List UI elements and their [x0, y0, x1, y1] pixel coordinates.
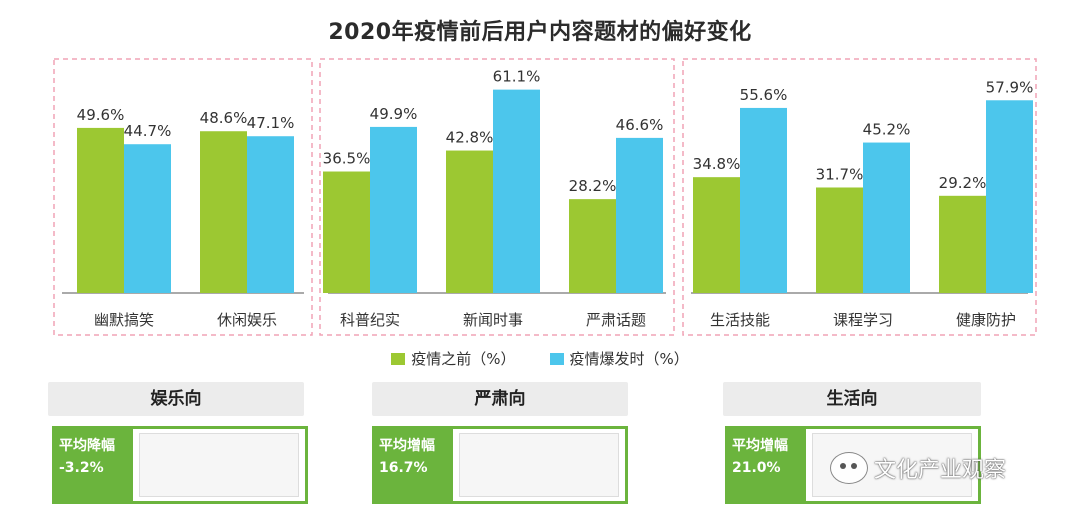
- stat-panel-life: 平均增幅 21.0%: [728, 429, 806, 501]
- screenshot-thumbnail-life: [812, 433, 972, 497]
- data-label-during-5: 55.6%: [740, 86, 788, 104]
- group-body-life: 平均增幅 21.0%: [725, 426, 981, 504]
- stat-panel-serious: 平均增幅 16.7%: [375, 429, 453, 501]
- stat-value-serious: 16.7%: [379, 460, 428, 476]
- legend-item-during: 疫情爆发时（%）: [549, 348, 689, 369]
- data-label-before-0: 49.6%: [77, 106, 125, 124]
- bar-before-1: [200, 131, 247, 293]
- data-label-before-6: 31.7%: [816, 165, 864, 183]
- screenshot-thumbnail-entertainment: [139, 433, 299, 497]
- bar-during-1: [247, 136, 294, 293]
- bar-during-2: [370, 126, 417, 293]
- legend-item-before: 疫情之前（%）: [391, 348, 516, 369]
- group-head-serious: 严肃向: [372, 382, 628, 416]
- data-label-before-3: 42.8%: [446, 129, 494, 147]
- legend-swatch-during: [549, 352, 564, 365]
- chart-title: 2020年疫情前后用户内容题材的偏好变化: [328, 20, 752, 45]
- group-head-life: 生活向: [723, 382, 981, 416]
- group-body-entertainment: 平均降幅 -3.2%: [52, 426, 308, 504]
- category-label-1: 休闲娱乐: [217, 311, 277, 329]
- stat-label-serious: 平均增幅: [379, 438, 435, 454]
- stat-panel-entertainment: 平均降幅 -3.2%: [55, 429, 133, 501]
- legend-label-during: 疫情爆发时（%）: [569, 350, 689, 368]
- data-label-before-7: 29.2%: [939, 174, 987, 192]
- bar-during-3: [493, 89, 540, 293]
- panel-frame-2: [682, 58, 1037, 336]
- watermark: 文化产业观察: [830, 452, 1006, 484]
- group-head-entertainment: 娱乐向: [48, 382, 304, 416]
- bar-before-0: [77, 127, 124, 293]
- stat-label-entertainment: 平均降幅: [59, 438, 115, 454]
- stat-value-life: 21.0%: [732, 460, 781, 476]
- screenshot-thumbnail-serious: [459, 433, 619, 497]
- data-label-during-6: 45.2%: [863, 121, 911, 139]
- stat-value-entertainment: -3.2%: [59, 460, 104, 476]
- bar-chart: 49.6%44.7% 幽默搞笑 48.6% 47.1% 休闲娱乐 36.5% 49.9% 科普…: [53, 58, 1037, 336]
- group-entertainment: 娱乐向 平均降幅 -3.2%: [48, 382, 308, 504]
- data-label-before-2: 36.5%: [323, 150, 371, 168]
- category-label-5: 生活技能: [710, 311, 770, 329]
- data-label-during-1: 47.1%: [247, 114, 295, 132]
- stat-label-life: 平均增幅: [732, 438, 788, 454]
- bar-before-3: [446, 150, 493, 293]
- bar-during-6: [863, 142, 910, 293]
- data-label-during-7: 57.9%: [986, 78, 1034, 96]
- bar-during-7: [986, 100, 1033, 293]
- data-label-during-4: 46.6%: [616, 116, 664, 134]
- category-label-6: 课程学习: [833, 311, 893, 329]
- panel-frame-0: [53, 58, 313, 336]
- wechat-icon: [830, 452, 868, 484]
- bar-before-4: [569, 199, 616, 293]
- category-label-7: 健康防护: [956, 311, 1016, 329]
- data-label-before-5: 34.8%: [693, 155, 741, 173]
- category-label-4: 严肃话题: [586, 311, 646, 329]
- bar-during-0: [124, 144, 171, 293]
- category-label-0: 幽默搞笑: [94, 311, 154, 329]
- bar-during-5: [740, 107, 787, 293]
- legend-label-before: 疫情之前（%）: [411, 350, 516, 368]
- bar-before-7: [939, 195, 986, 293]
- group-serious: 严肃向 平均增幅 16.7%: [372, 382, 628, 504]
- category-label-3: 新闻时事: [463, 311, 523, 329]
- bar-before-2: [323, 171, 370, 293]
- category-label-2: 科普纪实: [340, 311, 400, 329]
- group-body-serious: 平均增幅 16.7%: [372, 426, 628, 504]
- data-label-during-2: 49.9%: [370, 105, 418, 123]
- watermark-text: 文化产业观察: [874, 458, 1007, 483]
- data-label-before-4: 28.2%: [569, 177, 617, 195]
- data-label-during-3: 61.1%: [493, 68, 541, 86]
- legend: 疫情之前（%） 疫情爆发时（%）: [0, 348, 1080, 369]
- bar-before-6: [816, 187, 863, 293]
- bar-before-5: [693, 177, 740, 293]
- data-label-before-1: 48.6%: [200, 109, 248, 127]
- group-life: 生活向 平均增幅 21.0%: [723, 382, 981, 504]
- data-label-during-0: 44.7%: [124, 122, 172, 140]
- bar-during-4: [616, 137, 663, 293]
- legend-swatch-before: [391, 352, 406, 365]
